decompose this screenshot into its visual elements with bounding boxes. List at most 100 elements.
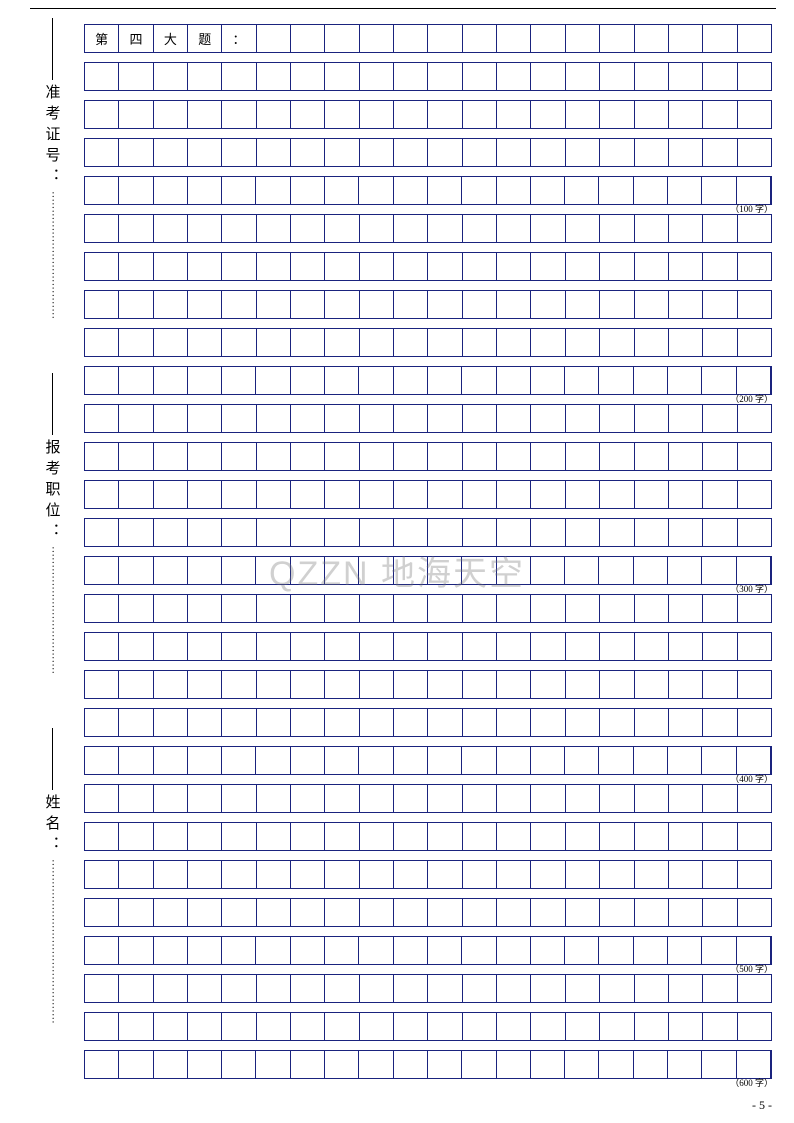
grid-cell — [531, 139, 565, 166]
grid-cell — [635, 785, 669, 812]
grid-cell — [703, 215, 737, 242]
grid-cell — [668, 177, 702, 204]
grid-cell — [394, 177, 428, 204]
grid-cell — [566, 291, 600, 318]
grid-cell — [325, 443, 359, 470]
grid-cell — [497, 443, 531, 470]
grid-cell — [497, 481, 531, 508]
grid-cell — [119, 747, 153, 774]
grid-cell — [256, 177, 290, 204]
grid-cell — [669, 823, 703, 850]
grid-cell — [291, 899, 325, 926]
grid-cell — [566, 481, 600, 508]
grid-cell — [737, 177, 771, 204]
grid-cell — [188, 443, 222, 470]
grid-cell — [257, 481, 291, 508]
grid-cell — [566, 785, 600, 812]
grid-cell — [428, 671, 462, 698]
grid-cell — [222, 747, 256, 774]
grid-cell — [635, 405, 669, 432]
grid-row: （200 字） — [84, 366, 772, 395]
sidebar-dots: ········································… — [47, 859, 58, 1083]
grid-row — [84, 898, 772, 927]
grid-row — [84, 328, 772, 357]
grid-cell — [702, 557, 736, 584]
grid-cell — [703, 101, 737, 128]
grid-row — [84, 480, 772, 509]
grid-cell — [222, 861, 256, 888]
grid-cell — [119, 443, 153, 470]
grid-cell — [394, 405, 428, 432]
grid-cell — [119, 329, 153, 356]
grid-cell — [669, 215, 703, 242]
grid-cell — [703, 823, 737, 850]
grid-cell — [634, 177, 668, 204]
grid-cell — [703, 291, 737, 318]
grid-cell — [359, 177, 393, 204]
grid-cell — [222, 63, 256, 90]
grid-cell — [737, 367, 771, 394]
grid-cell — [119, 861, 153, 888]
grid-cell — [291, 633, 325, 660]
grid-cell — [738, 861, 771, 888]
grid-cell — [600, 443, 634, 470]
grid-cell — [360, 899, 394, 926]
grid-cell — [119, 937, 153, 964]
grid-cell — [738, 1013, 771, 1040]
grid-cell — [600, 785, 634, 812]
grid-cell — [222, 253, 256, 280]
grid-cell — [188, 291, 222, 318]
grid-cell — [188, 481, 222, 508]
grid-cell — [291, 291, 325, 318]
grid-cell — [325, 101, 359, 128]
grid-cell — [222, 595, 256, 622]
grid-cell — [188, 1051, 222, 1078]
grid-cell — [428, 633, 462, 660]
grid-cell — [154, 785, 188, 812]
sidebar-group: 准考证号：··································· — [28, 18, 76, 373]
grid-cell — [463, 633, 497, 660]
grid-cell — [738, 519, 771, 546]
grid-cell — [634, 1051, 668, 1078]
grid-cell — [257, 291, 291, 318]
grid-cell — [188, 367, 222, 394]
grid-cell — [531, 443, 565, 470]
grid-cell — [703, 519, 737, 546]
grid-cell — [566, 1013, 600, 1040]
grid-cell — [428, 975, 462, 1002]
grid-cell — [565, 937, 599, 964]
grid-cell — [291, 785, 325, 812]
grid-cell — [394, 899, 428, 926]
grid-cell — [738, 63, 771, 90]
grid-cell — [119, 899, 153, 926]
grid-cell — [531, 329, 565, 356]
grid-cell — [256, 1051, 290, 1078]
grid-cell — [635, 519, 669, 546]
grid-cell — [85, 785, 119, 812]
grid-cell — [600, 823, 634, 850]
grid-cell — [635, 139, 669, 166]
grid-cell — [531, 519, 565, 546]
grid-cell — [325, 177, 359, 204]
grid-cell — [566, 405, 600, 432]
grid-cell — [428, 519, 462, 546]
grid-cell — [634, 367, 668, 394]
grid-cell — [669, 139, 703, 166]
grid-cell — [154, 861, 188, 888]
grid-cell — [669, 1013, 703, 1040]
word-count-marker: （600 字） — [730, 1076, 773, 1089]
grid-cell — [463, 443, 497, 470]
grid-cell — [635, 443, 669, 470]
grid-cell — [428, 595, 462, 622]
grid-cell — [565, 557, 599, 584]
grid-row: （100 字） — [84, 176, 772, 205]
grid-cell — [428, 139, 462, 166]
grid-cell — [531, 861, 565, 888]
grid-cell — [669, 709, 703, 736]
grid-cell — [360, 671, 394, 698]
grid-row — [84, 784, 772, 813]
grid-cell — [222, 557, 256, 584]
grid-cell — [119, 139, 153, 166]
sidebar-group: 报考职位：··································· — [28, 373, 76, 728]
grid-cell — [85, 215, 119, 242]
